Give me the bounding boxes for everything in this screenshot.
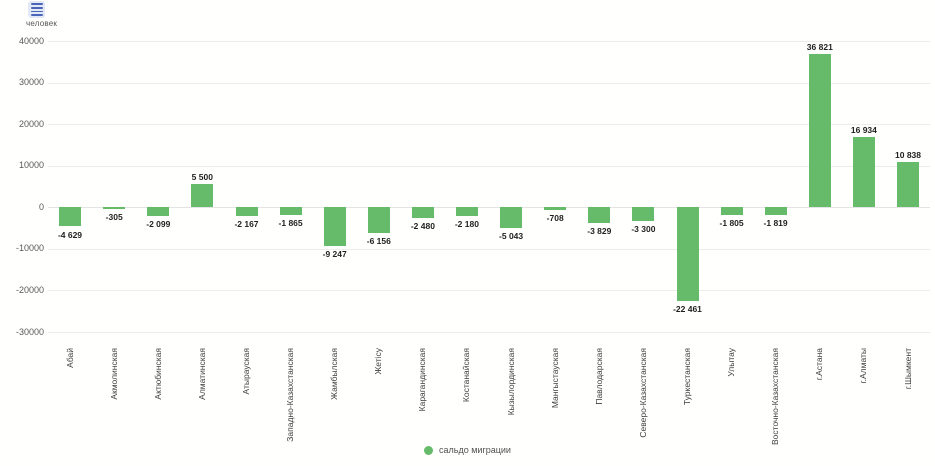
- bar-Акмолинская[interactable]: [103, 207, 126, 209]
- value-label-Жетісу: -6 156: [366, 235, 391, 246]
- bar-г.Алматы[interactable]: [852, 136, 875, 208]
- category-label-Алматинская: Алматинская: [196, 348, 207, 400]
- value-label-г.Шымкент: 10 838: [895, 150, 921, 161]
- category-label-Туркестанская: Туркестанская: [682, 348, 692, 406]
- category-label-Северо-Казахстанская: Северо-Казахстанская: [637, 348, 648, 438]
- hamburger-menu-icon[interactable]: [28, 1, 45, 18]
- category-label-Акмолинская: Акмолинская: [108, 348, 119, 400]
- bar-г.Астана[interactable]: [808, 54, 831, 208]
- value-label-Актюбинская: -2 099: [146, 219, 171, 229]
- bar-Восточно-Казахстанская[interactable]: [764, 207, 787, 215]
- category-label-Карагандинская: Карагандинская: [417, 348, 428, 412]
- y-tick-label: 40000: [18, 35, 44, 46]
- bar-Абай[interactable]: [59, 207, 81, 227]
- value-label-Мангыстауская: -708: [546, 213, 564, 224]
- gridline--20000: [48, 290, 930, 292]
- bar-Жамбылская[interactable]: [323, 207, 346, 246]
- bar-Костанайская[interactable]: [455, 207, 478, 217]
- category-label-Улытау: Улытау: [726, 348, 737, 377]
- bar-Актюбинская[interactable]: [147, 207, 170, 216]
- legend-label: сальдо миграции: [439, 445, 511, 455]
- gridline-0: [48, 207, 930, 209]
- value-label-Туркестанская: -22 461: [673, 303, 702, 314]
- hamburger-bar: [30, 3, 43, 5]
- value-label-Алматинская: 5 500: [191, 172, 213, 183]
- y-tick-label: 0: [38, 201, 44, 212]
- category-label-Мангыстауская: Мангыстауская: [549, 348, 560, 409]
- value-label-Западно-Казахстанская: -1 865: [278, 218, 303, 228]
- y-tick-label: 20000: [18, 118, 44, 129]
- value-label-Атырауская: -2 167: [234, 219, 259, 230]
- bar-Карагандинская[interactable]: [411, 207, 434, 218]
- category-label-г.Алматы: г.Алматы: [858, 348, 869, 384]
- bar-Западно-Казахстанская[interactable]: [279, 207, 302, 216]
- value-label-Северо-Казахстанская: -3 300: [631, 224, 656, 234]
- hamburger-bar: [30, 10, 43, 13]
- chart-legend: сальдо миграции: [0, 445, 935, 455]
- category-label-Западно-Казахстанская: Западно-Казахстанская: [285, 348, 296, 442]
- value-label-г.Алматы: 16 934: [850, 124, 877, 135]
- y-tick-label: -20000: [15, 284, 44, 295]
- y-tick-label: 10000: [18, 160, 44, 171]
- gridline-30000: [48, 82, 930, 84]
- category-label-Абай: Абай: [64, 348, 75, 368]
- bar-г.Шымкент[interactable]: [897, 162, 919, 208]
- category-label-Актюбинская: Актюбинская: [152, 348, 163, 400]
- category-label-Атырауская: Атырауская: [241, 348, 251, 395]
- value-label-Восточно-Казахстанская: -1 819: [763, 217, 788, 228]
- bar-Алматинская[interactable]: [191, 184, 214, 208]
- gridline--10000: [48, 248, 930, 250]
- bar-Жетісу[interactable]: [367, 207, 390, 233]
- category-label-г.Астана: г.Астана: [814, 348, 825, 381]
- bar-Мангыстауская[interactable]: [544, 207, 567, 211]
- y-tick-label: 30000: [18, 77, 44, 88]
- bar-Атырауская[interactable]: [235, 207, 258, 217]
- legend-color-dot: [424, 445, 434, 455]
- value-label-Абай: -4 629: [57, 229, 83, 240]
- category-label-Кызылординская: Кызылординская: [505, 348, 516, 416]
- value-label-Жамбылская: -9 247: [322, 248, 347, 259]
- value-label-Павлодарская: -3 829: [587, 226, 612, 237]
- bar-Улытау[interactable]: [720, 207, 743, 215]
- y-axis-unit-label: человек: [26, 19, 58, 28]
- category-label-Костанайская: Костанайская: [461, 348, 472, 403]
- bar-Павлодарская[interactable]: [588, 207, 611, 224]
- gridline-40000: [48, 41, 930, 42]
- value-label-Акмолинская: -305: [105, 211, 123, 222]
- y-tick-label: -10000: [15, 243, 44, 254]
- value-label-г.Астана: 36 821: [806, 42, 833, 53]
- bar-Туркестанская[interactable]: [676, 207, 699, 301]
- y-tick-label: -30000: [15, 326, 44, 337]
- category-label-Жамбылская: Жамбылская: [329, 348, 340, 400]
- category-label-Жетісу: Жетісу: [373, 348, 384, 375]
- gridline--30000: [48, 332, 930, 333]
- value-label-Кызылординская: -5 043: [499, 231, 524, 242]
- category-label-Восточно-Казахстанская: Восточно-Казахстанская: [770, 348, 781, 445]
- legend-item-migration-balance[interactable]: сальдо миграции: [424, 445, 511, 455]
- gridline-20000: [48, 124, 930, 126]
- gridline-10000: [48, 165, 930, 167]
- category-label-г.Шымкент: г.Шымкент: [902, 348, 913, 390]
- bar-Кызылординская[interactable]: [500, 207, 523, 229]
- value-label-Улытау: -1 805: [719, 217, 744, 228]
- bar-Северо-Казахстанская[interactable]: [632, 207, 655, 221]
- hamburger-bar: [30, 14, 43, 16]
- category-label-Павлодарская: Павлодарская: [593, 348, 604, 405]
- value-label-Костанайская: -2 180: [454, 219, 479, 230]
- hamburger-bar: [30, 6, 43, 9]
- value-label-Карагандинская: -2 480: [410, 220, 435, 231]
